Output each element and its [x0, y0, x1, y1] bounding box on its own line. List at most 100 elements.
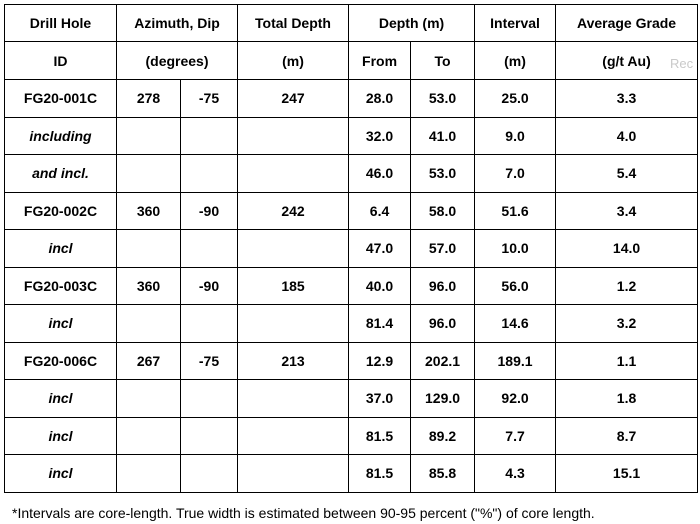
- depth-from-cell: 81.5: [348, 416, 412, 455]
- average-grade-cell: 5.4: [555, 154, 699, 193]
- table-row: incl 47.0 57.0 10.0 14.0: [4, 229, 699, 268]
- azimuth-cell: [116, 154, 181, 193]
- azimuth-cell: [116, 379, 181, 418]
- drill-hole-id-cell: including: [4, 116, 117, 155]
- azimuth-cell: 360: [116, 266, 181, 305]
- depth-to-cell: 41.0: [410, 116, 476, 155]
- total-depth-cell: [237, 304, 350, 343]
- table-row: FG20-003C 360 -90 185 40.0 96.0 56.0 1.2: [4, 266, 699, 305]
- table-row: FG20-006C 267 -75 213 12.9 202.1 189.1 1.1: [4, 341, 699, 380]
- depth-to-cell: 53.0: [410, 154, 476, 193]
- depth-from-cell: 6.4: [348, 191, 412, 230]
- dip-cell: -90: [179, 191, 239, 230]
- header-to: To: [410, 41, 476, 80]
- average-grade-cell: 3.2: [555, 304, 699, 343]
- header-total-depth-unit: (m): [237, 41, 350, 80]
- total-depth-cell: 242: [237, 191, 350, 230]
- header-row-top: Drill Hole Azimuth, Dip Total Depth Dept…: [4, 4, 699, 42]
- interval-cell: 4.3: [474, 454, 557, 493]
- total-depth-cell: [237, 379, 350, 418]
- footnote: *Intervals are core-length. True width i…: [12, 505, 595, 521]
- average-grade-cell: 4.0: [555, 116, 699, 155]
- total-depth-cell: [237, 154, 350, 193]
- header-drill-hole: Drill Hole: [4, 4, 117, 42]
- table-row: FG20-001C 278 -75 247 28.0 53.0 25.0 3.3: [4, 79, 699, 118]
- header-depth: Depth (m): [348, 4, 476, 42]
- azimuth-cell: 360: [116, 191, 181, 230]
- depth-from-cell: 12.9: [348, 341, 412, 380]
- table-row: FG20-002C 360 -90 242 6.4 58.0 51.6 3.4: [4, 191, 699, 230]
- drill-hole-id-cell: FG20-003C: [4, 266, 117, 305]
- interval-cell: 9.0: [474, 116, 557, 155]
- drill-hole-id-cell: incl: [4, 229, 117, 268]
- depth-to-cell: 57.0: [410, 229, 476, 268]
- header-drill-hole-id: ID: [4, 41, 117, 80]
- azimuth-cell: 278: [116, 79, 181, 118]
- interval-cell: 92.0: [474, 379, 557, 418]
- average-grade-cell: 1.2: [555, 266, 699, 305]
- drill-hole-id-cell: incl: [4, 379, 117, 418]
- dip-cell: [179, 379, 239, 418]
- total-depth-cell: 185: [237, 266, 350, 305]
- depth-to-cell: 96.0: [410, 304, 476, 343]
- header-interval-unit: (m): [474, 41, 557, 80]
- average-grade-cell: 8.7: [555, 416, 699, 455]
- interval-cell: 10.0: [474, 229, 557, 268]
- interval-cell: 25.0: [474, 79, 557, 118]
- drill-hole-id-cell: incl: [4, 454, 117, 493]
- average-grade-cell: 14.0: [555, 229, 699, 268]
- depth-from-cell: 32.0: [348, 116, 412, 155]
- interval-cell: 51.6: [474, 191, 557, 230]
- azimuth-cell: 267: [116, 341, 181, 380]
- depth-to-cell: 53.0: [410, 79, 476, 118]
- interval-cell: 14.6: [474, 304, 557, 343]
- dip-cell: [179, 416, 239, 455]
- depth-to-cell: 85.8: [410, 454, 476, 493]
- total-depth-cell: 213: [237, 341, 350, 380]
- azimuth-cell: [116, 229, 181, 268]
- average-grade-cell: 3.4: [555, 191, 699, 230]
- depth-from-cell: 28.0: [348, 79, 412, 118]
- total-depth-cell: [237, 416, 350, 455]
- drill-hole-id-cell: incl: [4, 416, 117, 455]
- depth-to-cell: 202.1: [410, 341, 476, 380]
- depth-to-cell: 89.2: [410, 416, 476, 455]
- depth-from-cell: 37.0: [348, 379, 412, 418]
- interval-cell: 56.0: [474, 266, 557, 305]
- header-interval: Interval: [474, 4, 557, 42]
- table-row: and incl. 46.0 53.0 7.0 5.4: [4, 154, 699, 193]
- table-row: including 32.0 41.0 9.0 4.0: [4, 116, 699, 155]
- watermark-text: Rec: [670, 56, 694, 71]
- header-grade-unit: (g/t Au): [555, 41, 699, 80]
- average-grade-cell: 1.1: [555, 341, 699, 380]
- dip-cell: -75: [179, 341, 239, 380]
- drill-hole-id-cell: and incl.: [4, 154, 117, 193]
- dip-cell: [179, 304, 239, 343]
- dip-cell: [179, 154, 239, 193]
- drill-hole-id-cell: FG20-006C: [4, 341, 117, 380]
- total-depth-cell: [237, 116, 350, 155]
- drill-hole-id-cell: FG20-001C: [4, 79, 117, 118]
- depth-to-cell: 58.0: [410, 191, 476, 230]
- table-row: incl 81.4 96.0 14.6 3.2: [4, 304, 699, 343]
- drill-hole-id-cell: FG20-002C: [4, 191, 117, 230]
- header-total-depth: Total Depth: [237, 4, 350, 42]
- drill-results-table: Drill Hole Azimuth, Dip Total Depth Dept…: [4, 4, 699, 493]
- total-depth-cell: [237, 454, 350, 493]
- azimuth-cell: [116, 454, 181, 493]
- azimuth-cell: [116, 416, 181, 455]
- depth-from-cell: 40.0: [348, 266, 412, 305]
- header-degrees: (degrees): [115, 41, 239, 80]
- azimuth-cell: [116, 304, 181, 343]
- header-average-grade: Average Grade: [555, 4, 699, 42]
- average-grade-cell: 3.3: [555, 79, 699, 118]
- table-row: incl 81.5 85.8 4.3 15.1: [4, 454, 699, 493]
- total-depth-cell: [237, 229, 350, 268]
- azimuth-cell: [116, 116, 181, 155]
- dip-cell: -75: [179, 79, 239, 118]
- dip-cell: [179, 116, 239, 155]
- total-depth-cell: 247: [237, 79, 350, 118]
- header-row-bottom: ID (degrees) (m) From To (m) (g/t Au): [4, 41, 699, 80]
- depth-from-cell: 81.5: [348, 454, 412, 493]
- dip-cell: -90: [179, 266, 239, 305]
